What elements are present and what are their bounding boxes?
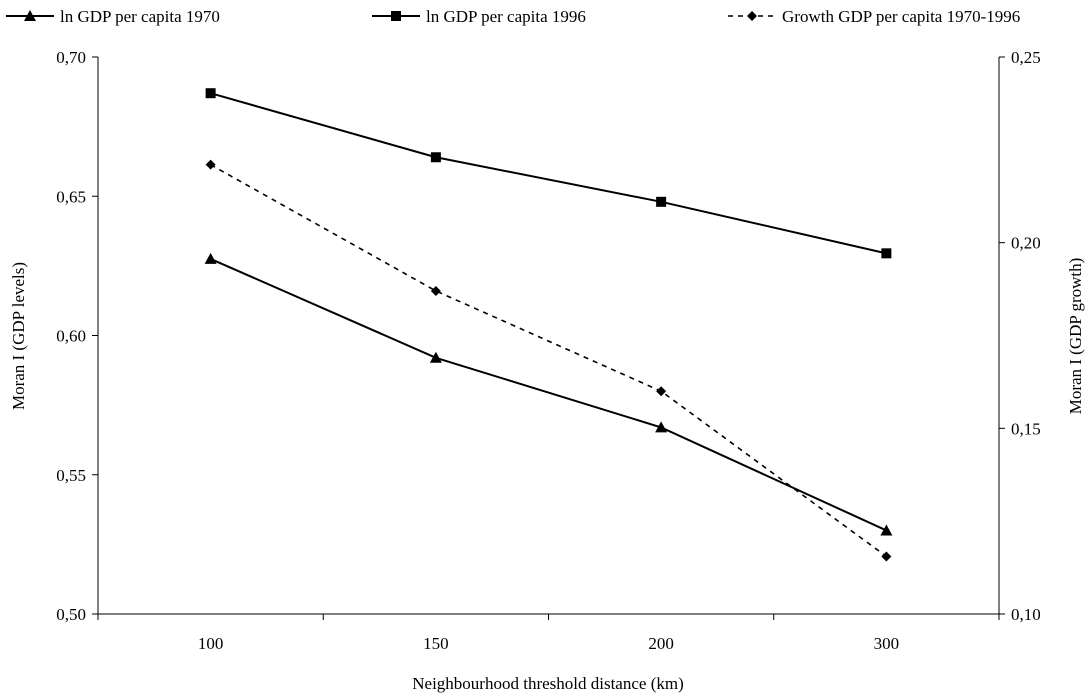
series-line-0 — [210, 257, 887, 532]
x-tick-label: 300 — [874, 634, 900, 653]
legend-marker-triangle — [24, 10, 36, 21]
right-y-tick-label: 0,15 — [1011, 419, 1041, 438]
legend-marker-square — [391, 11, 401, 21]
data-point-triangle — [429, 351, 442, 363]
right-y-tick-label: 0,10 — [1011, 605, 1041, 624]
right-y-axis-title: Moran I (GDP growth) — [1066, 258, 1085, 415]
data-point-square — [656, 196, 667, 207]
axes — [97, 57, 1000, 615]
legend-label: Growth GDP per capita 1970-1996 — [782, 7, 1020, 26]
data-point-diamond — [881, 551, 892, 562]
right-y-tick-label: 0,25 — [1011, 48, 1041, 67]
left-y-tick-label: 0,65 — [56, 187, 86, 206]
left-y-axis-title: Moran I (GDP levels) — [9, 262, 28, 410]
left-y-tick-label: 0,70 — [56, 48, 86, 67]
data-point-diamond — [205, 159, 216, 170]
left-y-tick-label: 0,50 — [56, 605, 86, 624]
data-point-diamond — [430, 285, 441, 296]
data-point-triangle — [655, 421, 668, 433]
x-tick-label: 150 — [423, 634, 449, 653]
data-point-triangle — [204, 252, 217, 264]
data-point-square — [881, 248, 892, 259]
data-point-square — [430, 152, 441, 163]
legend-label: ln GDP per capita 1996 — [426, 7, 586, 26]
data-point-square — [205, 88, 216, 99]
x-tick-label: 200 — [648, 634, 674, 653]
data-point-triangle — [880, 524, 893, 536]
legend-marker-diamond — [747, 11, 757, 21]
series-line-2 — [210, 163, 887, 558]
series — [204, 88, 893, 562]
x-tick-label: 100 — [198, 634, 224, 653]
left-y-tick-label: 0,55 — [56, 466, 86, 485]
x-axis-title: Neighbourhood threshold distance (km) — [412, 674, 683, 693]
right-y-tick-label: 0,20 — [1011, 234, 1041, 253]
data-point-diamond — [656, 386, 667, 397]
ticks: 0,50 0,55 0,60 0,65 0,70 0,10 0,15 0,20 0,25 100 1… — [56, 48, 1041, 653]
series-line-1 — [210, 92, 887, 255]
legend-label: ln GDP per capita 1970 — [60, 7, 220, 26]
legend: ln GDP per capita 1970 ln GDP per capita … — [6, 7, 1020, 26]
left-y-tick-label: 0,60 — [56, 327, 86, 346]
